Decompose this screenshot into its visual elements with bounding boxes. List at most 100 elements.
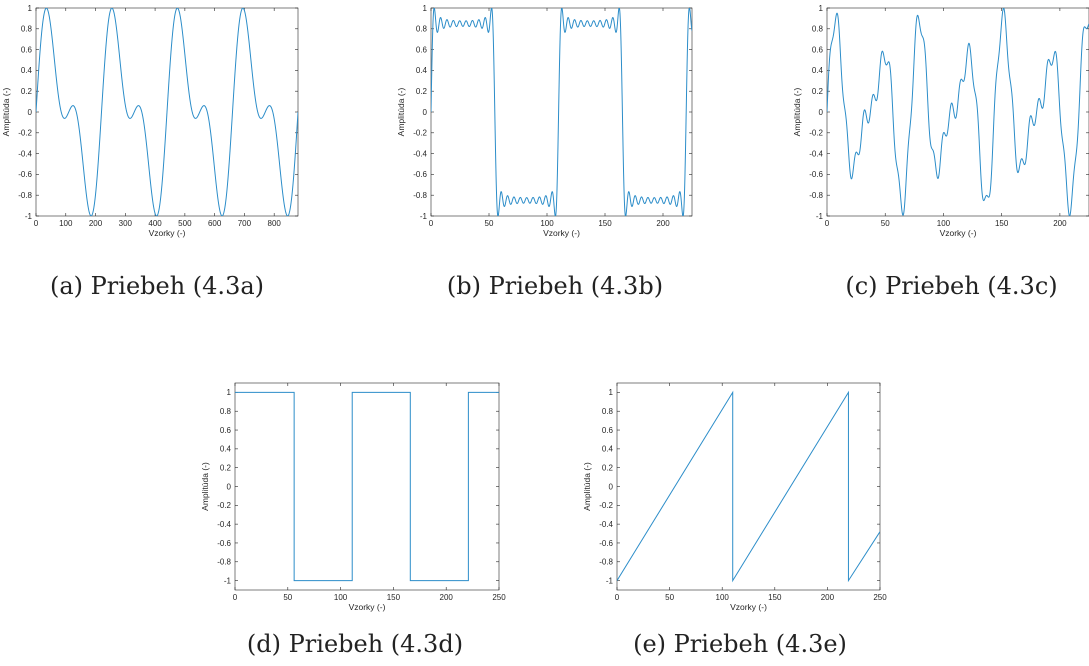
plot-frame-b <box>430 7 693 217</box>
y-tick-label-d: -0.2 <box>217 501 231 510</box>
y-tick-label-e: 0.2 <box>602 463 614 472</box>
y-tick-label-d: 0.2 <box>220 463 232 472</box>
y-tick-label-c: -1 <box>816 212 824 221</box>
caption-c: (c) Priebeh (4.3c) <box>845 272 1058 300</box>
y-tick-label-d: 1 <box>227 388 232 397</box>
y-tick-label-a: -0.6 <box>18 170 32 179</box>
y-tick-label-b: 0 <box>423 108 428 117</box>
y-tick-label-a: -0.8 <box>18 191 32 200</box>
chart-b-svg: 0 50 100 150 200 -1 -0.8 -0.6 -0.4 -0.2 0 0.2 0.4 0.6… <box>396 4 693 238</box>
y-tick-label-c: -0.2 <box>809 129 823 138</box>
x-tick-label-a: 200 <box>89 219 103 228</box>
y-tick-label-a: 0.6 <box>21 45 33 54</box>
y-tick-label-e: -0.6 <box>599 539 613 548</box>
y-tick-label-c: -0.6 <box>809 170 823 179</box>
y-tick-label-d: -0.4 <box>217 520 231 529</box>
x-tick-label-d: 250 <box>492 593 506 602</box>
caption-a: (a) Priebeh (4.3a) <box>49 272 265 300</box>
x-tick-label-d: 150 <box>387 593 401 602</box>
y-tick-label-b: 0.8 <box>416 25 428 34</box>
series-line-e-0 <box>617 390 880 583</box>
y-tick-label-a: 1 <box>28 4 33 13</box>
series-line-a-0 <box>36 8 298 216</box>
y-tick-label-e: 0.8 <box>602 407 614 416</box>
y-tick-label-c: 0.6 <box>812 45 824 54</box>
y-tick-label-d: 0.8 <box>220 407 232 416</box>
y-tick-label-b: 1 <box>423 4 428 13</box>
y-tick-label-d: -0.6 <box>217 539 231 548</box>
y-tick-label-e: 0.6 <box>602 426 614 435</box>
x-tick-label-b: 0 <box>429 219 434 228</box>
x-tick-label-a: 0 <box>34 219 39 228</box>
chart-a-svg: 0 100 200 300 400 500 600 700 800 -1 -0.8 -0.6 -0.4 -… <box>1 4 299 238</box>
y-tick-label-e: 1 <box>609 388 614 397</box>
y-tick-label-b: -0.4 <box>413 149 427 158</box>
x-tick-label-e: 100 <box>716 593 730 602</box>
x-tick-label-c: 150 <box>995 219 1009 228</box>
y-tick-label-a: 0.8 <box>21 25 33 34</box>
y-tick-label-d: 0.6 <box>220 426 232 435</box>
y-tick-label-b: 0.4 <box>416 66 428 75</box>
y-tick-label-c: 0.4 <box>812 66 824 75</box>
x-tick-label-b: 150 <box>598 219 612 228</box>
y-axis-label-e: Amplitúda (-) <box>582 462 592 511</box>
x-axis-label-b: Vzorky (-) <box>543 228 580 238</box>
y-tick-label-e: -0.4 <box>599 520 613 529</box>
plot-frame-e <box>616 382 881 591</box>
y-tick-label-a: -0.2 <box>18 129 32 138</box>
series-line-b-0 <box>431 8 692 216</box>
y-tick-label-c: -0.8 <box>809 191 823 200</box>
y-tick-label-b: -0.2 <box>413 129 427 138</box>
x-tick-label-a: 400 <box>148 219 162 228</box>
x-tick-label-b: 50 <box>485 219 494 228</box>
y-tick-label-a: -1 <box>25 212 33 221</box>
y-tick-label-e: 0.4 <box>602 445 614 454</box>
x-tick-label-a: 700 <box>238 219 252 228</box>
x-tick-label-e: 0 <box>615 593 620 602</box>
y-axis-label-a: Amplitúda (-) <box>1 88 11 137</box>
chart-panel-e: 0 50 100 150 200 250 -1 -0.8 -0.6 -0.4 -0.2 0 0.2 0.4… <box>580 365 900 666</box>
x-tick-label-c: 100 <box>937 219 951 228</box>
x-tick-label-e: 150 <box>768 593 782 602</box>
chart-c-svg: 0 50 100 150 200 -1 -0.8 -0.6 -0.4 -0.2 0 0.2 0.4 0.6… <box>792 4 1089 238</box>
y-tick-label-c: 1 <box>819 4 824 13</box>
y-tick-label-c: 0.8 <box>812 25 824 34</box>
caption-e: (e) Priebeh (4.3e) <box>633 630 847 658</box>
plot-frame-d <box>234 382 500 591</box>
y-axis-label-c: Amplitúda (-) <box>792 88 802 137</box>
y-axis-label-d: Amplitúda (-) <box>200 462 210 511</box>
y-tick-label-a: 0 <box>28 108 33 117</box>
x-tick-label-e: 50 <box>665 593 674 602</box>
y-tick-label-a: 0.4 <box>21 66 33 75</box>
x-tick-label-d: 50 <box>283 593 292 602</box>
y-tick-label-d: 0.4 <box>220 445 232 454</box>
x-tick-label-b: 200 <box>656 219 670 228</box>
y-tick-label-e: 0 <box>609 482 614 491</box>
x-tick-label-e: 200 <box>821 593 835 602</box>
y-tick-label-e: -1 <box>606 576 614 585</box>
x-axis-label-c: Vzorky (-) <box>940 228 977 238</box>
y-tick-label-d: -1 <box>224 576 232 585</box>
y-tick-label-e: -0.2 <box>599 501 613 510</box>
x-tick-label-c: 50 <box>881 219 890 228</box>
chart-panel-c: 0 50 100 150 200 -1 -0.8 -0.6 -0.4 -0.2 0 0.2 0.4 0.6… <box>790 0 1089 300</box>
x-tick-label-d: 100 <box>334 593 348 602</box>
y-tick-label-c: 0 <box>819 108 824 117</box>
x-tick-label-b: 100 <box>540 219 554 228</box>
y-tick-label-a: 0.2 <box>21 87 33 96</box>
plot-frame-c <box>826 7 1089 217</box>
y-tick-label-a: -0.4 <box>18 149 32 158</box>
y-axis-label-b: Amplitúda (-) <box>396 88 406 137</box>
x-tick-label-a: 100 <box>59 219 73 228</box>
x-tick-label-a: 500 <box>178 219 192 228</box>
y-tick-label-c: 0.2 <box>812 87 824 96</box>
x-tick-label-e: 250 <box>873 593 887 602</box>
series-line-d-0 <box>235 391 499 582</box>
caption-b: (b) Priebeh (4.3b) <box>446 272 664 300</box>
x-axis-label-e: Vzorky (-) <box>730 602 767 612</box>
x-tick-label-d: 0 <box>233 593 238 602</box>
series-line-c-0 <box>827 8 1089 216</box>
x-tick-label-d: 200 <box>440 593 454 602</box>
y-tick-label-e: -0.8 <box>599 558 613 567</box>
x-tick-label-a: 600 <box>208 219 222 228</box>
